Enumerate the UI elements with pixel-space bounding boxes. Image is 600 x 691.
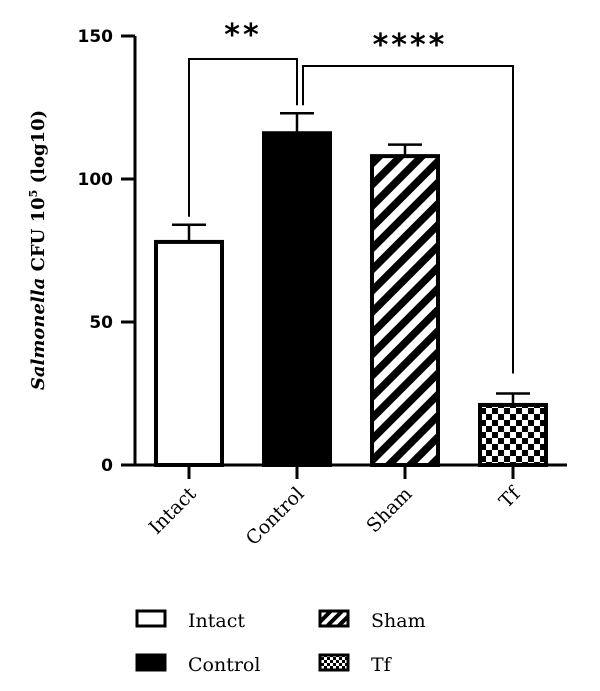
bar-tf	[478, 402, 548, 468]
significance-bracket	[188, 58, 298, 217]
y-axis-label-unit: (log10)	[28, 110, 49, 190]
bar-sham	[370, 154, 440, 467]
x-axis: Intact Control Sham Tf	[135, 463, 567, 550]
error-bars	[172, 111, 530, 405]
y-axis-label-main: CFU 10	[28, 197, 49, 277]
y-tick-label: 100	[78, 170, 114, 190]
y-axis: 0 50 100 150	[78, 27, 137, 476]
significance-label: ****	[373, 28, 448, 63]
significance-brackets: ** ****	[188, 18, 514, 374]
bar-control	[262, 131, 332, 468]
y-axis-label-superscript: 5	[27, 190, 40, 198]
legend: Intact Sham Control Tf	[135, 609, 426, 676]
significance-bracket	[302, 65, 514, 374]
bars	[154, 131, 548, 468]
x-tick-label: Sham	[362, 483, 416, 537]
legend-label-tf: Tf	[371, 654, 393, 676]
legend-label-control: Control	[188, 654, 260, 676]
y-axis-label: Salmonella CFU 105 (log10)	[27, 110, 49, 390]
y-tick-label: 0	[101, 456, 113, 476]
legend-label-sham: Sham	[371, 610, 426, 632]
x-tick-label: Intact	[145, 483, 201, 539]
legend-label-intact: Intact	[188, 610, 245, 632]
legend-swatch-tf	[318, 653, 350, 672]
y-tick-label: 50	[89, 313, 113, 333]
y-axis-label-italic: Salmonella	[28, 278, 49, 390]
legend-swatch-sham	[318, 609, 350, 628]
bar-intact	[154, 239, 224, 467]
significance-label: **	[224, 18, 261, 53]
x-tick-label: Tf	[495, 482, 526, 513]
x-tick-label: Control	[242, 483, 309, 550]
legend-swatch-intact	[135, 609, 167, 628]
y-tick-label: 150	[78, 27, 114, 47]
legend-swatch-control	[135, 653, 167, 672]
